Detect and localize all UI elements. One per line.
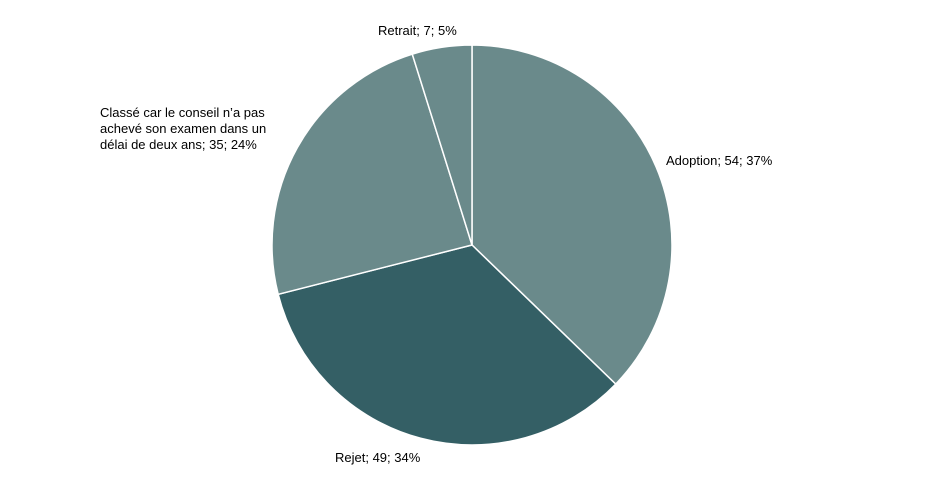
pie-labels: Adoption; 54; 37% Rejet; 49; 34% Classé … [100, 23, 773, 465]
slice-label-classe-line-2: achevé son examen dans un [100, 121, 266, 136]
slice-classe [271, 53, 473, 296]
slice-label-classe-line-3: délai de deux ans; 35; 24% [100, 137, 257, 152]
slice-rejet [277, 244, 617, 446]
slice-label-rejet: Rejet; 49; 34% [335, 450, 421, 465]
slice-label-retrait: Retrait; 7; 5% [378, 23, 457, 38]
slice-label-classe-line-1: Classé car le conseil n’a pas [100, 105, 265, 120]
slice-adoption [471, 44, 673, 386]
pie-slices [271, 44, 673, 446]
slice-retrait [411, 44, 473, 246]
slice-label-adoption: Adoption; 54; 37% [666, 153, 773, 168]
slice-label-classe: Classé car le conseil n’a pas achevé son… [100, 105, 270, 152]
